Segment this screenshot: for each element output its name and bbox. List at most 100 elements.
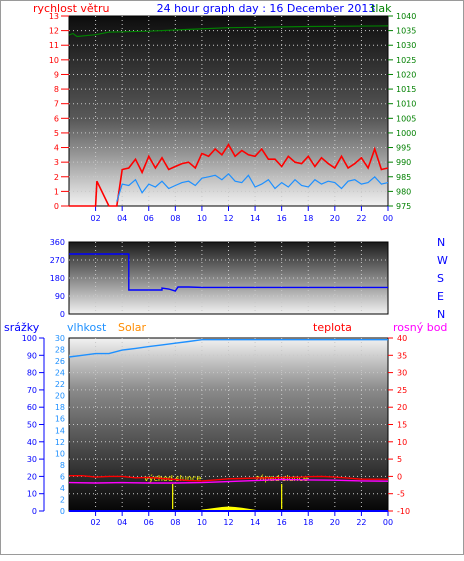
time-tick-label: 20 — [330, 518, 340, 527]
wind-tick-label: 3 — [54, 158, 59, 167]
humidity-tick-label: 16 — [55, 415, 65, 424]
solar-label: Solar — [118, 321, 147, 334]
pressure-tick-label: 980 — [396, 187, 411, 196]
direction-tick-label: 0 — [60, 310, 65, 319]
time-tick-label: 18 — [303, 214, 313, 223]
temperature-tick-label: 30 — [397, 369, 407, 378]
climate-series — [68, 339, 389, 512]
temperature-tick-label: 5 — [397, 455, 402, 464]
humidity-tick-label: 14 — [55, 426, 65, 435]
pressure-tick-label: 1010 — [396, 100, 416, 109]
rain-tick-label: 0 — [32, 507, 37, 516]
humidity-tick-label: 30 — [55, 334, 65, 343]
direction-tick-label: 360 — [50, 238, 65, 247]
time-tick-label: 10 — [197, 214, 207, 223]
chart-title: 24 hour graph day : 16 December 2013 — [157, 2, 376, 15]
wind-tick-label: 10 — [49, 56, 59, 65]
pressure-label: tlak — [371, 2, 392, 15]
humidity-line — [68, 339, 388, 358]
time-tick-label: 14 — [250, 518, 260, 527]
time-tick-label: 08 — [170, 518, 180, 527]
compass-label: N — [437, 308, 445, 321]
temperature-axis: -10 -5 0 5 10 15 20 25 30 35 40 — [388, 334, 410, 516]
time-tick-label: 12 — [223, 518, 233, 527]
time-tick-label: 08 — [170, 214, 180, 223]
time-tick-label: 04 — [117, 518, 127, 527]
humidity-tick-label: 8 — [60, 461, 65, 470]
humidity-tick-label: 24 — [55, 369, 65, 378]
temperature-line — [69, 475, 388, 482]
compass-label: W — [437, 254, 448, 267]
time-tick-label: 14 — [250, 214, 260, 223]
humidity-tick-label: 18 — [55, 403, 65, 412]
pressure-line — [68, 25, 389, 38]
humidity-label: vlhkost — [67, 321, 107, 334]
temperature-tick-label: -5 — [397, 490, 405, 499]
time-tick-label: 06 — [144, 518, 154, 527]
wind-tick-label: 7 — [54, 100, 59, 109]
pressure-tick-label: 975 — [396, 202, 411, 211]
time-tick-label: 02 — [90, 518, 100, 527]
wind-tick-label: 8 — [54, 85, 59, 94]
humidity-tick-label: 20 — [55, 392, 65, 401]
humidity-tick-label: 10 — [55, 449, 65, 458]
temperature-tick-label: 15 — [397, 421, 407, 430]
humidity-tick-label: 12 — [55, 438, 65, 447]
temperature-tick-label: 40 — [397, 334, 407, 343]
dewpoint-label: rosný bod — [393, 321, 447, 334]
climate-plot-area — [68, 337, 389, 512]
time-tick-label: 16 — [277, 518, 287, 527]
time-tick-label: 10 — [197, 518, 207, 527]
time-tick-label: 16 — [277, 214, 287, 223]
rain-tick-label: 100 — [22, 334, 37, 343]
rain-tick-label: 60 — [27, 403, 37, 412]
humidity-tick-label: 0 — [60, 507, 65, 516]
pressure-tick-label: 1025 — [396, 56, 416, 65]
rain-label: srážky — [4, 321, 40, 334]
wind-speed-line — [69, 143, 389, 207]
time-tick-label: 00 — [383, 518, 393, 527]
temperature-tick-label: 20 — [397, 403, 407, 412]
rain-tick-label: 30 — [27, 455, 37, 464]
humidity-tick-label: 2 — [60, 495, 65, 504]
pressure-tick-label: 995 — [396, 144, 411, 153]
direction-series — [69, 253, 388, 292]
pressure-tick-label: 990 — [396, 158, 411, 167]
rain-tick-label: 10 — [27, 490, 37, 499]
humidity-tick-label: 26 — [55, 357, 65, 366]
time-tick-label: 02 — [90, 214, 100, 223]
humidity-tick-label: 22 — [55, 380, 65, 389]
wind-tick-label: 2 — [54, 173, 59, 182]
wind-tick-label: 9 — [54, 70, 59, 79]
pressure-tick-label: 1000 — [396, 129, 416, 138]
rain-tick-label: 90 — [27, 351, 37, 360]
pressure-tick-label: 1040 — [396, 12, 416, 21]
sun-markers: východ slunce západ slunce — [144, 474, 308, 509]
time-tick-label: 00 — [383, 214, 393, 223]
wind-tick-label: 6 — [54, 114, 59, 123]
time-tick-label: 06 — [144, 214, 154, 223]
pressure-axis: 975 980 985 990 995 1000 1005 1010 1015 1020 1025 1… — [388, 12, 416, 211]
pressure-tick-label: 1030 — [396, 41, 416, 50]
rain-axis: 0 10 20 30 40 50 60 70 80 90 100 — [22, 334, 45, 516]
wind-tick-label: 11 — [49, 41, 59, 50]
direction-tick-label: 180 — [50, 274, 65, 283]
rain-tick-label: 20 — [27, 472, 37, 481]
temperature-tick-label: 10 — [397, 438, 407, 447]
wind-time-axis: 02 04 06 08 10 12 14 16 18 20 22 00 — [90, 206, 393, 223]
compass-label: S — [437, 272, 444, 285]
wind-tick-label: 12 — [49, 27, 59, 36]
rain-tick-label: 50 — [27, 421, 37, 430]
direction-tick-label: 270 — [50, 256, 65, 265]
direction-grid — [69, 242, 388, 314]
wind-tick-label: 4 — [54, 144, 59, 153]
pressure-tick-label: 985 — [396, 173, 411, 182]
time-tick-label: 20 — [330, 214, 340, 223]
wind-tick-label: 0 — [54, 202, 59, 211]
temperature-tick-label: 25 — [397, 386, 407, 395]
wind-direction-line — [69, 253, 388, 292]
wind-tick-label: 5 — [54, 129, 59, 138]
